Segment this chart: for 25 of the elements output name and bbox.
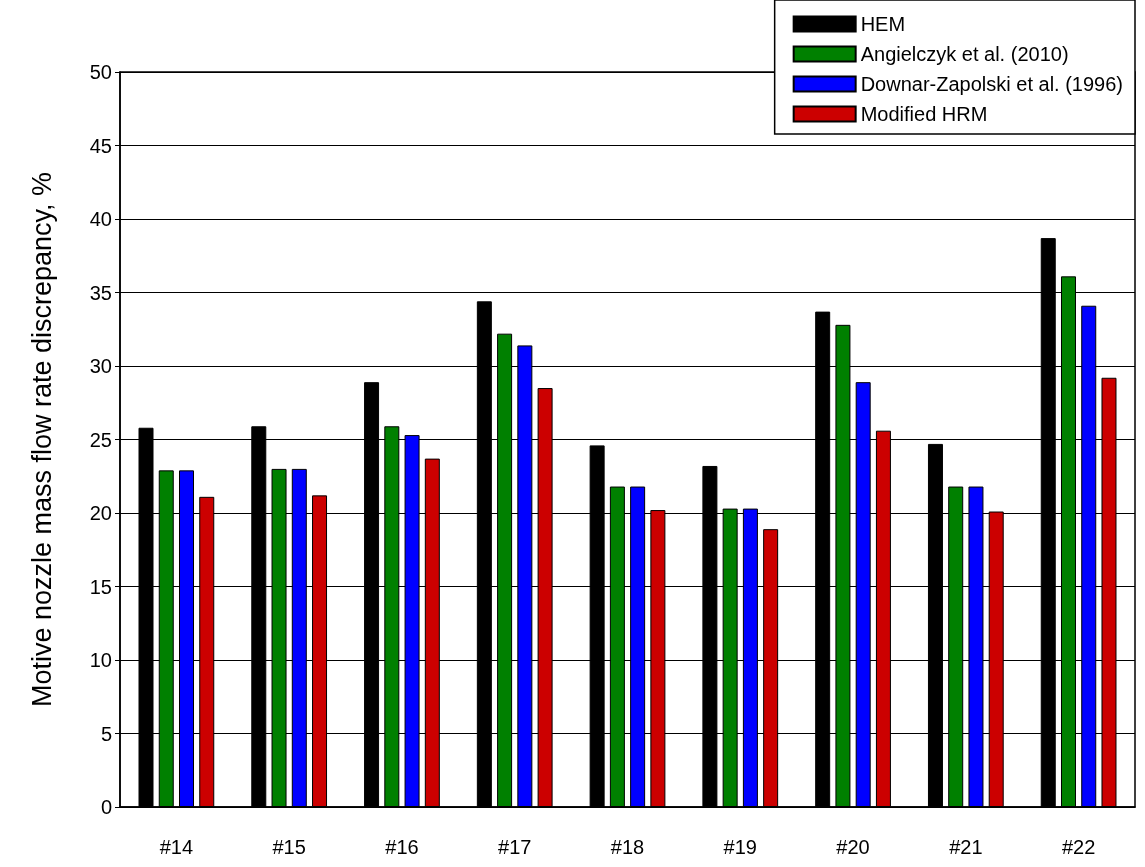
legend-label: Angielczyk et al. (2010) <box>860 43 1069 65</box>
y-tick-label: 15 <box>89 575 112 598</box>
y-tick-label: 0 <box>100 796 112 818</box>
x-tick-label: #15 <box>272 836 306 858</box>
y-axis-title: Motive nozzle mass flow rate discrepancy, % <box>26 171 57 708</box>
y-tick-label: 30 <box>89 355 112 377</box>
x-tick-label: #14 <box>159 836 194 858</box>
y-tick-label: 40 <box>89 208 112 230</box>
x-tick-label: #16 <box>385 836 419 858</box>
legend-label: Downar-Zapolski et al. (1996) <box>860 73 1124 95</box>
y-tick-label: 45 <box>89 134 112 157</box>
y-tick-label: 50 <box>89 61 112 83</box>
x-tick-label: #21 <box>949 836 983 858</box>
x-tick-label: #17 <box>498 836 532 858</box>
y-tick-label: 25 <box>89 428 112 451</box>
x-tick-label: #19 <box>723 836 757 858</box>
y-tick-label: 10 <box>89 649 112 671</box>
y-tick-label: 5 <box>100 722 112 745</box>
y-tick-label: 20 <box>89 502 112 524</box>
y-tick-label: 35 <box>89 281 112 304</box>
legend-label: HEM <box>860 13 906 35</box>
x-tick-label: #20 <box>836 836 870 858</box>
legend-label: Modified HRM <box>860 103 988 125</box>
x-tick-label: #22 <box>1061 836 1096 858</box>
x-tick-label: #18 <box>610 836 645 858</box>
